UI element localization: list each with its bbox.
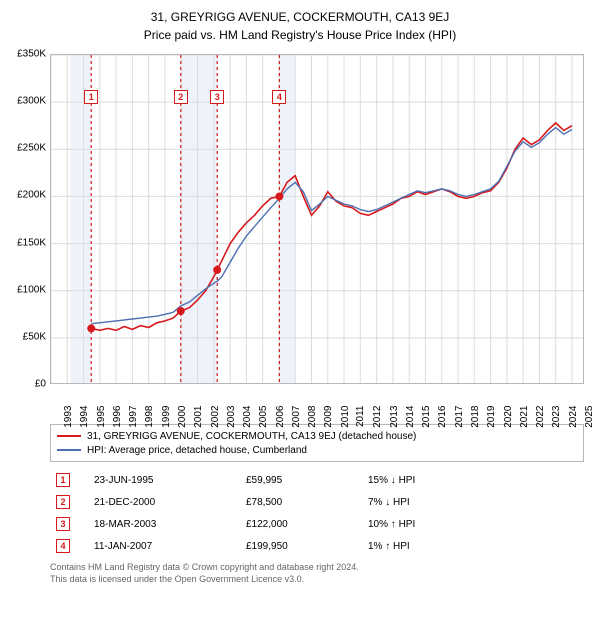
x-tick-label: 2007 (291, 406, 302, 428)
x-tick-label: 1998 (144, 406, 155, 428)
event-date: 23-JUN-1995 (90, 470, 240, 490)
x-tick-label: 1995 (95, 406, 106, 428)
plot-region: 1 2 3 4 (50, 54, 584, 384)
event-marker-2: 2 (174, 90, 188, 104)
event-id-marker: 2 (56, 495, 70, 509)
x-tick-label: 2000 (177, 406, 188, 428)
x-tick-label: 2021 (519, 406, 530, 428)
event-price: £59,995 (242, 470, 362, 490)
x-tick-label: 2022 (535, 406, 546, 428)
x-tick-label: 2006 (274, 406, 285, 428)
x-tick-label: 2014 (405, 406, 416, 428)
title-block: 31, GREYRIGG AVENUE, COCKERMOUTH, CA13 9… (10, 8, 590, 44)
x-tick-label: 1999 (160, 406, 171, 428)
event-row: 4 11-JAN-2007£199,9501% ↑ HPI (52, 536, 582, 556)
chart-svg (51, 55, 584, 384)
event-marker-1: 1 (84, 90, 98, 104)
x-tick-label: 2013 (388, 406, 399, 428)
x-tick-label: 2011 (355, 406, 366, 428)
y-tick-label: £100K (17, 284, 46, 295)
legend-swatch-1 (57, 435, 81, 437)
event-delta: 7% ↓ HPI (364, 492, 582, 512)
x-tick-label: 2001 (193, 406, 204, 428)
x-tick-label: 2004 (242, 406, 253, 428)
y-tick-label: £0 (35, 379, 46, 390)
x-tick-label: 1997 (128, 406, 139, 428)
events-table: 1 23-JUN-1995£59,99515% ↓ HPI 2 21-DEC-2000… (50, 468, 584, 558)
x-tick-label: 2023 (551, 406, 562, 428)
x-tick-label: 2009 (323, 406, 334, 428)
event-id-marker: 3 (56, 517, 70, 531)
event-price: £122,000 (242, 514, 362, 534)
legend-row-series-2: HPI: Average price, detached house, Cumb… (57, 443, 577, 457)
x-tick-label: 1996 (112, 406, 123, 428)
event-price: £199,950 (242, 536, 362, 556)
event-marker-3: 3 (210, 90, 224, 104)
footer: Contains HM Land Registry data © Crown c… (50, 562, 584, 585)
y-tick-label: £350K (17, 49, 46, 60)
legend-label-2: HPI: Average price, detached house, Cumb… (87, 445, 307, 456)
y-tick-label: £200K (17, 190, 46, 201)
x-axis: 1993199419951996199719981999200020012002… (50, 386, 584, 420)
y-tick-label: £50K (23, 331, 46, 342)
event-price: £78,500 (242, 492, 362, 512)
x-tick-label: 2015 (421, 406, 432, 428)
event-date: 21-DEC-2000 (90, 492, 240, 512)
legend-label-1: 31, GREYRIGG AVENUE, COCKERMOUTH, CA13 9… (87, 431, 416, 442)
x-tick-label: 2025 (584, 406, 595, 428)
event-delta: 15% ↓ HPI (364, 470, 582, 490)
x-tick-label: 2016 (437, 406, 448, 428)
x-tick-label: 2012 (372, 406, 383, 428)
event-date: 18-MAR-2003 (90, 514, 240, 534)
y-tick-label: £300K (17, 96, 46, 107)
x-tick-label: 2024 (567, 406, 578, 428)
x-tick-label: 2002 (209, 406, 220, 428)
footer-line-1: Contains HM Land Registry data © Crown c… (50, 562, 584, 574)
x-tick-label: 2017 (453, 406, 464, 428)
x-tick-label: 2008 (307, 406, 318, 428)
x-tick-label: 2005 (258, 406, 269, 428)
title-line-1: 31, GREYRIGG AVENUE, COCKERMOUTH, CA13 9… (10, 8, 590, 26)
y-tick-label: £150K (17, 237, 46, 248)
event-date: 11-JAN-2007 (90, 536, 240, 556)
x-tick-label: 1994 (79, 406, 90, 428)
y-axis: £0£50K£100K£150K£200K£250K£300K£350K (10, 54, 48, 384)
title-line-2: Price paid vs. HM Land Registry's House … (10, 26, 590, 44)
event-marker-4: 4 (272, 90, 286, 104)
footer-line-2: This data is licensed under the Open Gov… (50, 574, 584, 586)
x-tick-label: 2019 (486, 406, 497, 428)
x-tick-label: 1993 (63, 406, 74, 428)
event-id-marker: 4 (56, 539, 70, 553)
event-delta: 1% ↑ HPI (364, 536, 582, 556)
x-tick-label: 2003 (226, 406, 237, 428)
event-row: 3 18-MAR-2003£122,00010% ↑ HPI (52, 514, 582, 534)
y-tick-label: £250K (17, 143, 46, 154)
event-row: 2 21-DEC-2000£78,5007% ↓ HPI (52, 492, 582, 512)
x-tick-label: 2010 (340, 406, 351, 428)
x-tick-label: 2018 (470, 406, 481, 428)
x-tick-label: 2020 (502, 406, 513, 428)
event-id-marker: 1 (56, 473, 70, 487)
event-delta: 10% ↑ HPI (364, 514, 582, 534)
chart-area: £0 £50K £100K £150K £200K £250K £300K £350K 1 2 3… (10, 50, 590, 420)
legend-swatch-2 (57, 449, 81, 451)
legend: 31, GREYRIGG AVENUE, COCKERMOUTH, CA13 9… (50, 424, 584, 462)
legend-row-series-1: 31, GREYRIGG AVENUE, COCKERMOUTH, CA13 9… (57, 429, 577, 443)
event-row: 1 23-JUN-1995£59,99515% ↓ HPI (52, 470, 582, 490)
